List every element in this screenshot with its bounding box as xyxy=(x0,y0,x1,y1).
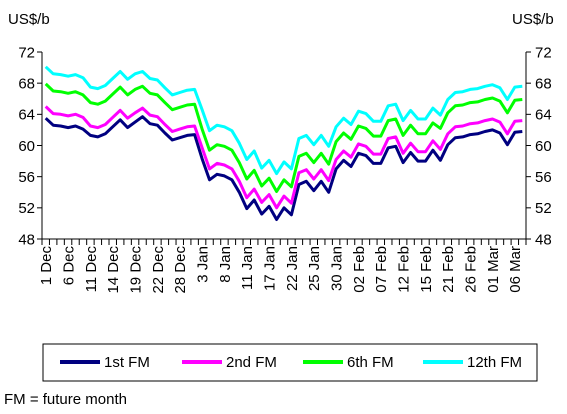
x-tick-label: 22 Dec xyxy=(150,246,167,294)
legend-label-2nd-fm: 2nd FM xyxy=(226,354,277,371)
x-tick-label: 28 Dec xyxy=(172,246,189,294)
legend-label-6th-fm: 6th FM xyxy=(347,354,394,371)
legend-item-12th-fm: 12th FM xyxy=(423,354,522,371)
y-tick-label-right: 52 xyxy=(535,200,552,217)
x-tick-label: 19 Dec xyxy=(127,246,144,294)
y-tick-label-left: 60 xyxy=(18,138,35,155)
series-line-2nd-fm xyxy=(44,105,523,210)
y-tick-label-right: 64 xyxy=(535,107,552,124)
x-tick-label: 8 Jan xyxy=(217,246,234,283)
y-tick-label-left: 68 xyxy=(18,75,35,92)
x-tick-label: 1 Dec xyxy=(38,246,55,286)
series-line-12th-fm xyxy=(44,65,523,176)
x-tick-label: 06 Mar xyxy=(507,246,524,293)
legend-label-1st-fm: 1st FM xyxy=(104,354,150,371)
y-tick-label-right: 72 xyxy=(535,44,552,61)
x-tick-label: 01 Mar xyxy=(485,246,502,293)
y-tick-label-right: 56 xyxy=(535,169,552,186)
x-tick-label: 02 Feb xyxy=(351,246,368,293)
y-tick-label-left: 72 xyxy=(18,44,35,61)
x-tick-label: 12 Feb xyxy=(396,246,413,293)
x-tick-label: 6 Dec xyxy=(60,246,77,286)
y-tick-label-left: 56 xyxy=(18,169,35,186)
y-axis-label-right: US$/b xyxy=(512,11,554,28)
series-line-1st-fm xyxy=(44,115,523,221)
series-lines xyxy=(44,65,523,221)
y-tick-label-left: 52 xyxy=(18,200,35,217)
y-axis-right-ticks: 48 52 56 60 64 68 72 xyxy=(526,44,552,248)
series-line-6th-fm xyxy=(44,82,523,193)
y-tick-label-right: 60 xyxy=(535,138,552,155)
y-tick-label-left: 64 xyxy=(18,107,35,124)
x-tick-label: 26 Feb xyxy=(463,246,480,293)
x-axis-tick-labels: 1 Dec 6 Dec 11 Dec 14 Dec 19 Dec 22 Dec 28 Dec… xyxy=(38,246,524,294)
footnote: FM = future month xyxy=(4,391,127,408)
x-tick-label: 25 Jan xyxy=(306,246,323,291)
y-axis-label-left: US$/b xyxy=(8,11,50,28)
x-tick-label: 11 Dec xyxy=(83,246,100,293)
x-tick-label: 3 Jan xyxy=(194,246,211,283)
x-tick-label: 30 Jan xyxy=(329,246,346,291)
x-tick-label: 11 Jan xyxy=(239,246,256,290)
legend: 1st FM 2nd FM 6th FM 12th FM xyxy=(42,343,538,382)
y-tick-label-left: 48 xyxy=(18,231,35,248)
x-tick-label: 21 Feb xyxy=(440,246,457,293)
legend-item-2nd-fm: 2nd FM xyxy=(182,354,277,371)
y-tick-label-right: 68 xyxy=(535,75,552,92)
x-axis-tick-marks xyxy=(41,239,527,245)
x-tick-label: 22 Jan xyxy=(284,246,301,291)
x-tick-label: 17 Jan xyxy=(262,246,279,291)
legend-item-6th-fm: 6th FM xyxy=(303,354,394,371)
x-tick-label: 07 Feb xyxy=(373,246,390,293)
legend-label-12th-fm: 12th FM xyxy=(467,354,522,371)
legend-item-1st-fm: 1st FM xyxy=(60,354,150,371)
x-tick-label: 14 Dec xyxy=(105,246,122,294)
y-axis-left-ticks: 48 52 56 60 64 68 72 xyxy=(18,44,42,248)
y-tick-label-right: 48 xyxy=(535,231,552,248)
x-tick-label: 15 Feb xyxy=(418,246,435,293)
